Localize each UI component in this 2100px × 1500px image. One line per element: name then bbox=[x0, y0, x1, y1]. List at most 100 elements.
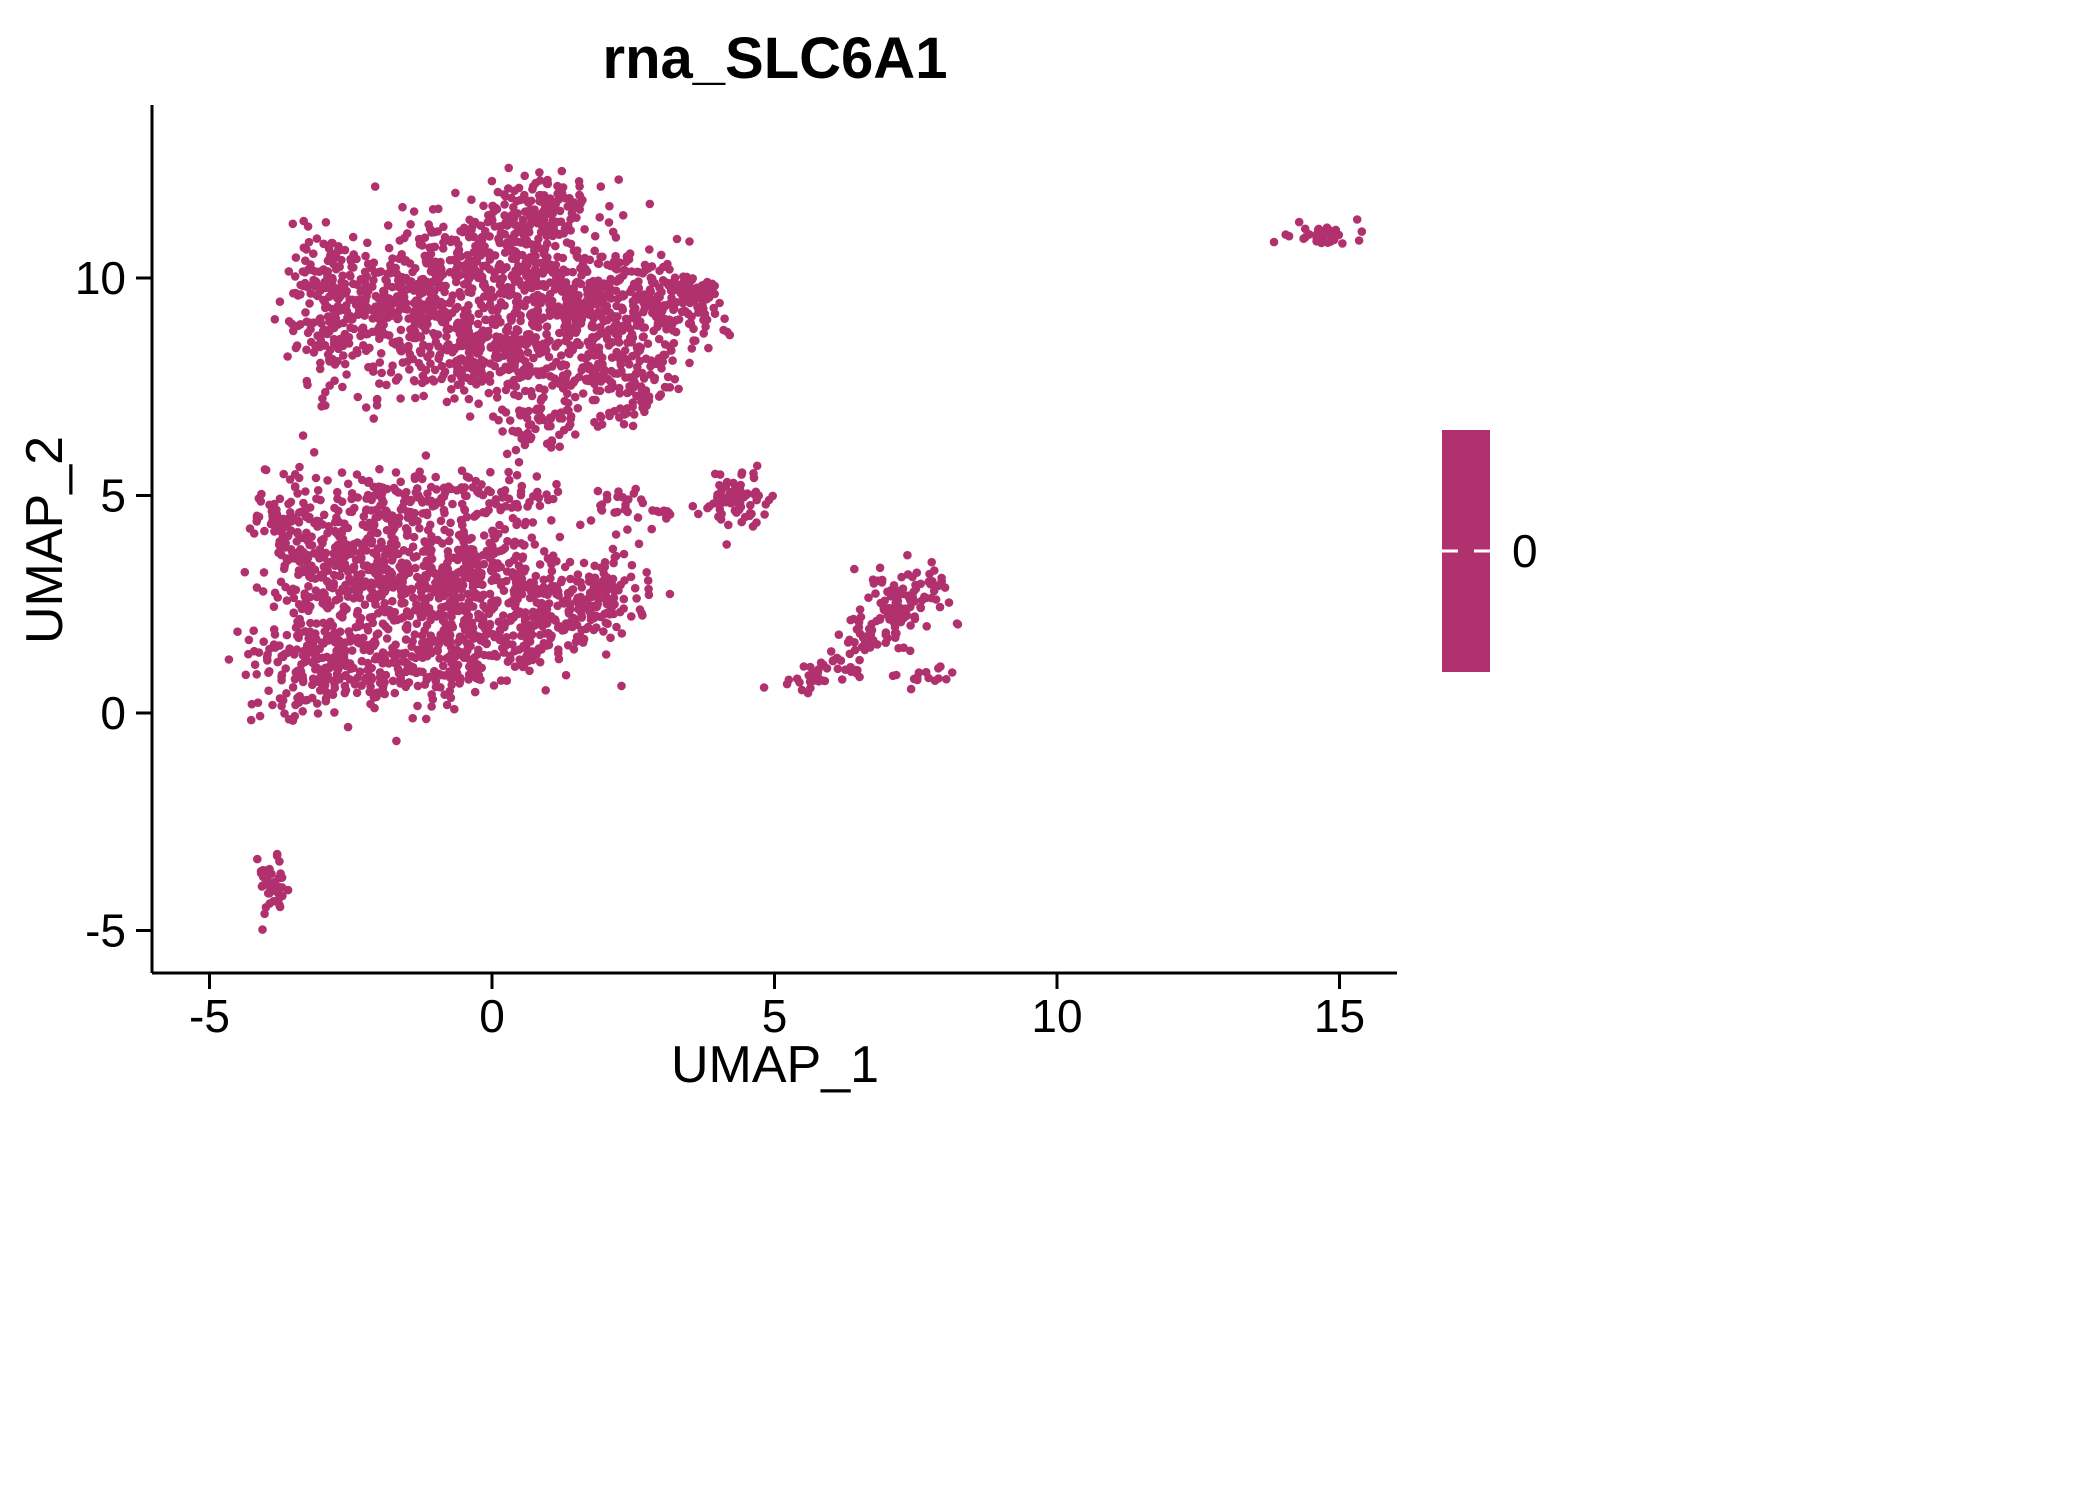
data-point bbox=[376, 267, 386, 276]
data-point bbox=[726, 498, 736, 508]
data-point bbox=[549, 201, 558, 210]
data-point bbox=[523, 348, 533, 357]
data-point bbox=[412, 284, 421, 293]
data-point bbox=[539, 547, 549, 556]
data-point bbox=[484, 609, 494, 618]
data-point bbox=[503, 536, 512, 546]
data-point bbox=[589, 287, 598, 297]
data-point bbox=[555, 206, 565, 216]
data-point bbox=[855, 655, 864, 665]
data-point bbox=[702, 315, 712, 325]
data-point bbox=[311, 473, 321, 483]
data-point bbox=[358, 543, 367, 552]
data-point bbox=[912, 568, 922, 577]
data-point bbox=[850, 638, 859, 647]
data-point bbox=[349, 562, 359, 572]
data-point bbox=[752, 495, 761, 505]
data-point bbox=[249, 626, 258, 635]
data-point bbox=[438, 244, 448, 253]
scatter-points bbox=[224, 163, 1367, 934]
data-point bbox=[490, 600, 500, 609]
data-point bbox=[635, 356, 645, 366]
data-point bbox=[535, 657, 545, 667]
data-point bbox=[359, 341, 368, 350]
data-point bbox=[384, 243, 394, 253]
data-point bbox=[293, 291, 303, 300]
data-point bbox=[759, 683, 769, 692]
data-point bbox=[390, 523, 399, 533]
data-point bbox=[580, 253, 590, 263]
data-point bbox=[589, 625, 598, 635]
data-point bbox=[337, 564, 347, 573]
data-point bbox=[509, 375, 519, 385]
data-point bbox=[514, 261, 523, 271]
data-point bbox=[263, 889, 273, 898]
data-point bbox=[563, 202, 572, 211]
data-point bbox=[492, 386, 502, 396]
data-point bbox=[380, 689, 390, 699]
data-point bbox=[531, 586, 541, 595]
data-point bbox=[578, 638, 588, 647]
data-point bbox=[905, 646, 915, 656]
data-point bbox=[443, 630, 453, 639]
data-point bbox=[883, 587, 892, 597]
data-point bbox=[599, 627, 608, 636]
data-point bbox=[457, 499, 467, 509]
data-point bbox=[446, 518, 455, 528]
data-point bbox=[531, 367, 541, 376]
data-point bbox=[620, 576, 629, 585]
data-point bbox=[526, 578, 535, 587]
data-point bbox=[577, 625, 586, 635]
data-point bbox=[313, 550, 322, 560]
data-point bbox=[423, 352, 432, 362]
data-point bbox=[284, 715, 294, 724]
data-point bbox=[443, 341, 452, 350]
data-point bbox=[424, 604, 434, 613]
data-point bbox=[506, 616, 515, 625]
data-point bbox=[485, 538, 494, 548]
data-point bbox=[446, 693, 456, 703]
data-point bbox=[510, 237, 519, 247]
data-point bbox=[381, 275, 390, 284]
data-point bbox=[594, 295, 603, 304]
data-point bbox=[615, 607, 625, 617]
data-point bbox=[353, 392, 363, 402]
data-point bbox=[568, 622, 577, 632]
data-point bbox=[291, 668, 301, 677]
data-point bbox=[433, 264, 443, 274]
data-point bbox=[404, 568, 414, 577]
data-point bbox=[656, 250, 666, 260]
data-point bbox=[607, 384, 616, 393]
data-point bbox=[563, 315, 572, 324]
data-point bbox=[617, 303, 626, 313]
data-point bbox=[934, 664, 943, 673]
data-point bbox=[363, 478, 373, 488]
data-point bbox=[434, 640, 444, 649]
data-point bbox=[749, 469, 758, 478]
data-point bbox=[499, 611, 508, 620]
data-point bbox=[325, 381, 335, 390]
data-point bbox=[290, 470, 300, 479]
data-point bbox=[504, 245, 513, 254]
data-point bbox=[298, 431, 308, 440]
data-point bbox=[881, 638, 891, 647]
data-point bbox=[474, 399, 483, 409]
data-point bbox=[526, 433, 536, 442]
data-point bbox=[875, 563, 885, 573]
data-point bbox=[262, 652, 272, 662]
data-point bbox=[365, 593, 375, 603]
data-point bbox=[425, 672, 434, 682]
data-point bbox=[564, 332, 574, 341]
data-point bbox=[608, 581, 617, 590]
data-point bbox=[302, 376, 312, 386]
data-point bbox=[665, 265, 674, 274]
data-point bbox=[477, 232, 487, 242]
data-point bbox=[328, 238, 337, 248]
data-point bbox=[342, 301, 351, 310]
data-point bbox=[279, 564, 289, 574]
data-point bbox=[347, 494, 356, 504]
data-point bbox=[504, 494, 514, 504]
data-point bbox=[348, 232, 358, 242]
data-point bbox=[535, 560, 545, 569]
